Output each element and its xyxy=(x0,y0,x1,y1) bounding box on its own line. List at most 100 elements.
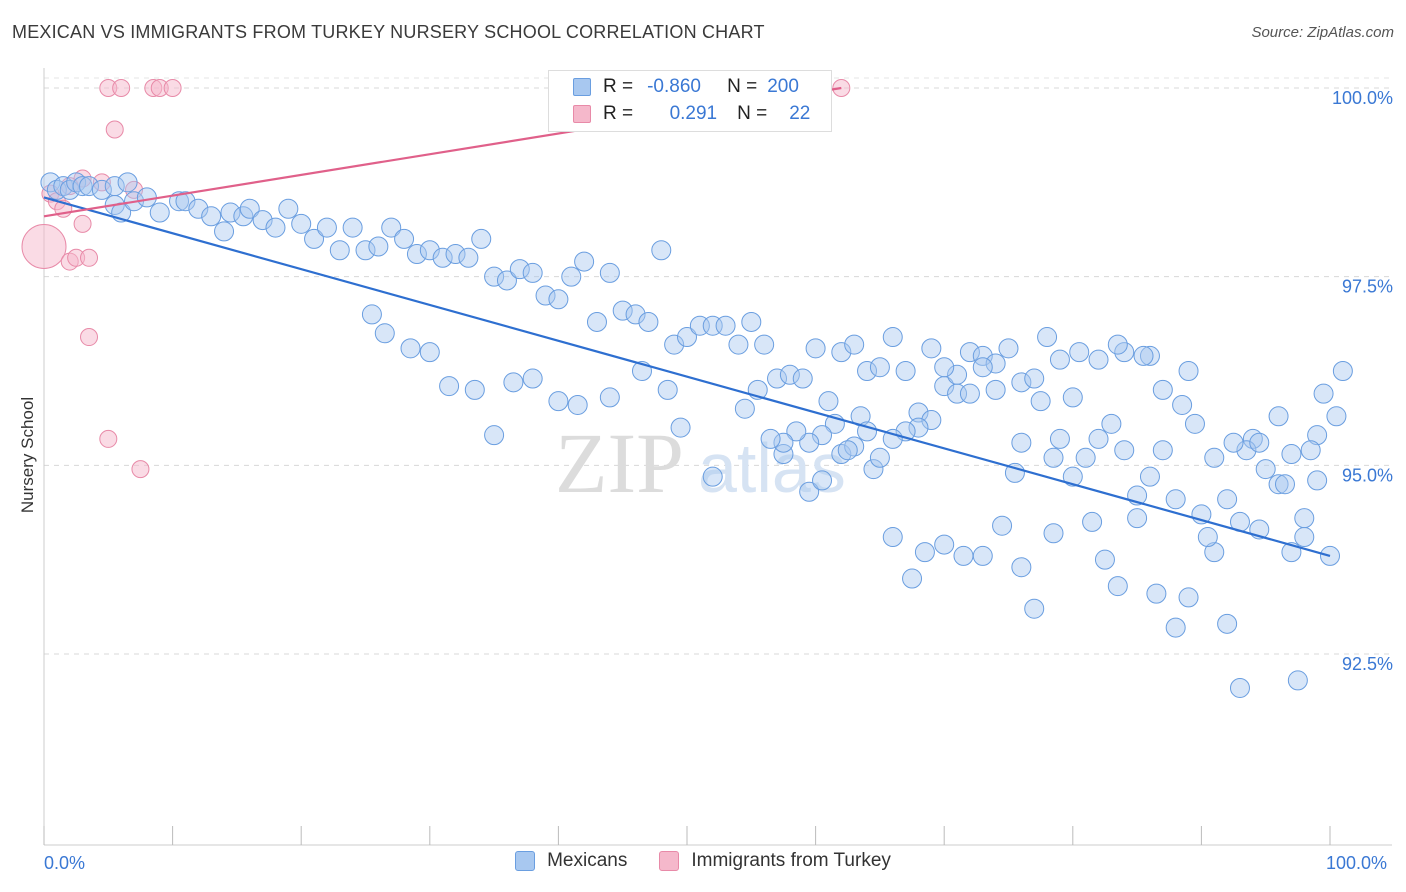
mexican-point xyxy=(439,376,460,397)
mexican-point xyxy=(574,251,595,272)
mexican-point xyxy=(464,379,485,400)
mexican-point xyxy=(1011,557,1032,578)
legend-swatch-mexicans xyxy=(573,78,591,96)
mexicans-trend-line xyxy=(43,196,1331,557)
mexican-point xyxy=(1004,462,1025,483)
mexican-point xyxy=(188,198,209,219)
mexican-point xyxy=(959,383,980,404)
mexican-point xyxy=(844,334,865,355)
mexican-point xyxy=(921,338,942,359)
mexican-point xyxy=(1294,527,1315,548)
mexican-point xyxy=(1049,349,1070,370)
mexican-point xyxy=(1281,444,1302,465)
mexican-point xyxy=(715,315,736,336)
mexican-point xyxy=(1165,489,1186,510)
mexican-point xyxy=(1082,511,1103,532)
mexican-point xyxy=(1217,489,1238,510)
mexican-point xyxy=(908,402,929,423)
mexican-point xyxy=(1274,474,1295,495)
mexican-point xyxy=(1172,394,1193,415)
mexican-point xyxy=(1088,349,1109,370)
turkey-point xyxy=(73,214,92,233)
mexican-point xyxy=(1024,598,1045,619)
mexican-point xyxy=(869,357,890,378)
mexican-point xyxy=(316,217,337,238)
mexican-point xyxy=(914,542,935,563)
mexican-point xyxy=(779,364,800,385)
mexican-point xyxy=(509,259,530,280)
mexican-point xyxy=(657,379,678,400)
mexican-point xyxy=(522,262,543,283)
correlation-legend: R = -0.860 N = 200 R = 0.291 N = 22 xyxy=(548,70,832,132)
watermark-zip: ZIP xyxy=(555,415,684,511)
mexican-point xyxy=(599,262,620,283)
mexican-point xyxy=(992,515,1013,536)
mexican-point xyxy=(1049,428,1070,449)
mexican-point xyxy=(773,444,794,465)
legend-item-turkey: Immigrants from Turkey xyxy=(659,850,891,872)
mexican-point xyxy=(1249,432,1270,453)
mexican-point xyxy=(702,466,723,487)
mexican-point xyxy=(1229,677,1250,698)
legend-r-label: R = xyxy=(603,103,634,124)
mexican-point xyxy=(561,266,582,287)
mexican-point xyxy=(818,391,839,412)
mexican-point xyxy=(1326,406,1347,427)
mexican-point xyxy=(882,327,903,348)
mexican-point xyxy=(1204,542,1225,563)
turkey-point xyxy=(80,248,99,267)
mexican-point xyxy=(368,236,389,257)
mexican-point xyxy=(792,368,813,389)
legend-r-value: -0.860 xyxy=(647,76,701,97)
mexican-point xyxy=(985,379,1006,400)
mexican-point xyxy=(895,361,916,381)
legend-r-label: R = xyxy=(603,76,634,97)
mexican-point xyxy=(599,387,620,408)
mexican-point xyxy=(805,338,826,359)
mexican-point xyxy=(1236,440,1257,461)
mexican-point xyxy=(664,334,685,355)
mexican-point xyxy=(1178,361,1199,381)
y-tick-label: 97.5% xyxy=(1342,277,1393,297)
mexican-point xyxy=(1152,440,1173,461)
mexican-point xyxy=(1255,459,1276,480)
mexican-point xyxy=(741,311,762,332)
mexican-point xyxy=(1287,670,1308,691)
mexican-point xyxy=(355,240,376,261)
mexican-point xyxy=(985,353,1006,374)
turkey-point xyxy=(112,79,131,97)
mexican-point xyxy=(1152,379,1173,400)
mexican-point xyxy=(902,568,923,589)
mexican-point xyxy=(1107,576,1128,597)
mexican-point xyxy=(1133,345,1154,366)
mexican-point xyxy=(754,334,775,355)
mexican-point xyxy=(458,247,479,268)
mexican-point xyxy=(548,289,569,310)
watermark: ZIP atlas xyxy=(555,415,846,511)
mexican-point xyxy=(522,368,543,389)
legend-row-mexicans: R = -0.860 N = 200 xyxy=(549,74,799,100)
mexican-point xyxy=(773,432,794,453)
legend-label-mexicans: Mexicans xyxy=(547,850,628,871)
mexican-point xyxy=(79,176,100,197)
mexican-point xyxy=(175,191,196,212)
mexican-point xyxy=(831,342,852,363)
mexican-point xyxy=(863,459,884,480)
mexican-point xyxy=(1165,617,1186,638)
turkey-point xyxy=(131,460,150,479)
mexican-point xyxy=(1075,447,1096,468)
turkey-point xyxy=(163,79,182,97)
turkey-point xyxy=(99,429,118,448)
mexican-point xyxy=(484,266,505,287)
mexican-point xyxy=(882,428,903,449)
chart-title: MEXICAN VS IMMIGRANTS FROM TURKEY NURSER… xyxy=(12,22,765,42)
legend-swatch-turkey xyxy=(659,851,680,871)
mexican-point xyxy=(1011,372,1032,393)
source-label: Source: ZipAtlas.com xyxy=(1251,24,1394,41)
mexican-point xyxy=(1204,447,1225,468)
mexican-point xyxy=(908,417,929,438)
mexican-point xyxy=(265,217,286,238)
legend-swatch-turkey xyxy=(573,105,591,123)
mexican-point xyxy=(953,545,974,566)
